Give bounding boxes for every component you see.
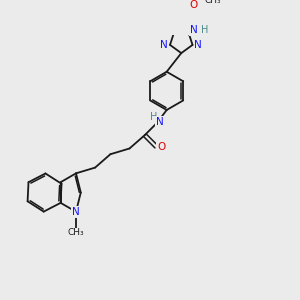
Text: N: N [194,40,202,50]
Text: H: H [201,25,208,35]
Text: O: O [190,0,198,11]
Text: CH₃: CH₃ [204,0,221,4]
Text: O: O [157,142,165,152]
Text: N: N [160,40,168,50]
Text: N: N [190,25,198,35]
Text: N: N [156,117,164,127]
Text: CH₃: CH₃ [68,228,84,237]
Text: N: N [72,207,80,217]
Text: H: H [150,112,158,122]
